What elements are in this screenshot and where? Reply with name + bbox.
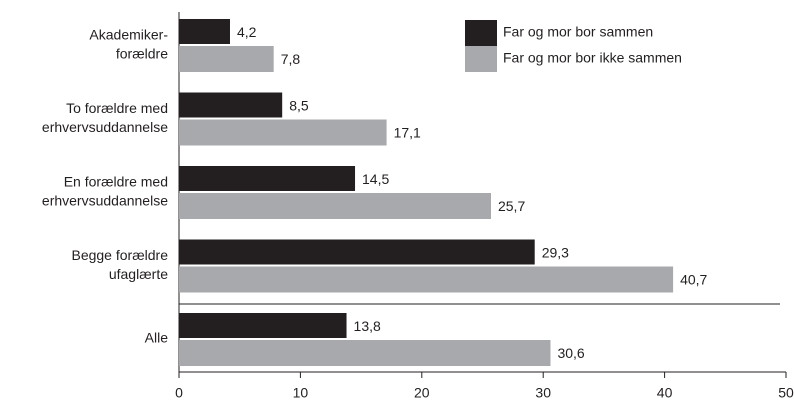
legend-swatch	[465, 46, 497, 72]
bar	[179, 239, 535, 265]
x-tick-label: 30	[535, 385, 551, 401]
value-label: 29,3	[542, 245, 569, 261]
x-tick-label: 20	[414, 385, 430, 401]
category-label: To forældre med erhvervsuddannelse	[42, 100, 168, 135]
bar	[179, 19, 230, 44]
bar	[179, 266, 674, 293]
category-label: Akademiker-forældre	[89, 26, 168, 61]
value-label: 14,5	[362, 171, 389, 187]
x-tick-label: 50	[778, 385, 794, 401]
x-tick-label: 40	[657, 385, 673, 401]
value-label: 25,7	[498, 198, 525, 214]
x-tick-label: 10	[293, 385, 309, 401]
legend-label: Far og mor bor ikke sammen	[503, 50, 682, 66]
bar	[179, 340, 551, 366]
value-label: 40,7	[680, 272, 707, 288]
value-label: 8,5	[289, 98, 309, 114]
bar	[179, 166, 356, 191]
bar	[179, 46, 274, 72]
bar	[179, 119, 387, 146]
bar	[179, 313, 347, 338]
x-tick-label: 0	[175, 385, 183, 401]
legend-swatch	[465, 20, 497, 46]
bar	[179, 92, 283, 118]
value-label: 7,8	[281, 51, 301, 67]
category-label: Begge forældre ufaglærte	[71, 247, 168, 282]
category-label: Alle	[145, 330, 169, 346]
value-label: 4,2	[237, 24, 257, 40]
category-label: En forældre med erhvervsuddannelse	[42, 173, 168, 208]
value-label: 13,8	[354, 318, 381, 334]
value-label: 30,6	[557, 345, 584, 361]
bar	[179, 193, 491, 219]
legend-label: Far og mor bor sammen	[503, 24, 653, 40]
value-label: 17,1	[394, 125, 421, 141]
